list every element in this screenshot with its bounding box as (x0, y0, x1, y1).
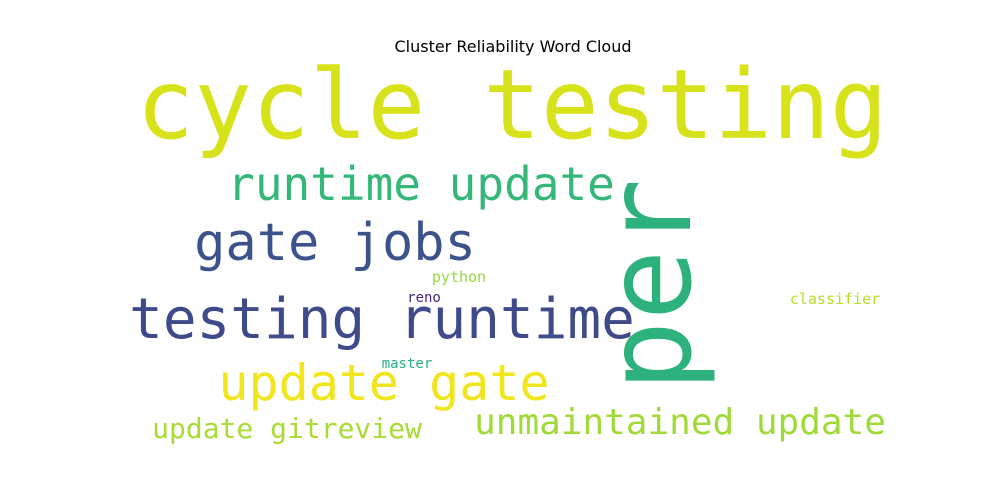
word-reno: reno (407, 290, 441, 306)
word-per: per (580, 178, 718, 391)
word-testing-runtime: testing runtime (129, 287, 635, 352)
word-unmaintained-update: unmaintained update (474, 402, 886, 443)
word-gate-jobs: gate jobs (194, 213, 476, 273)
word-runtime-update: runtime update (227, 157, 615, 211)
word-classifier: classifier (790, 290, 880, 308)
chart-title: Cluster Reliability Word Cloud (394, 37, 631, 56)
word-master: master (382, 356, 433, 372)
word-cycle-testing: cycle testing (136, 49, 887, 161)
word-update-gate: update gate (218, 354, 549, 412)
word-python: python (432, 268, 486, 286)
word-update-gitreview: update gitreview (152, 412, 422, 445)
